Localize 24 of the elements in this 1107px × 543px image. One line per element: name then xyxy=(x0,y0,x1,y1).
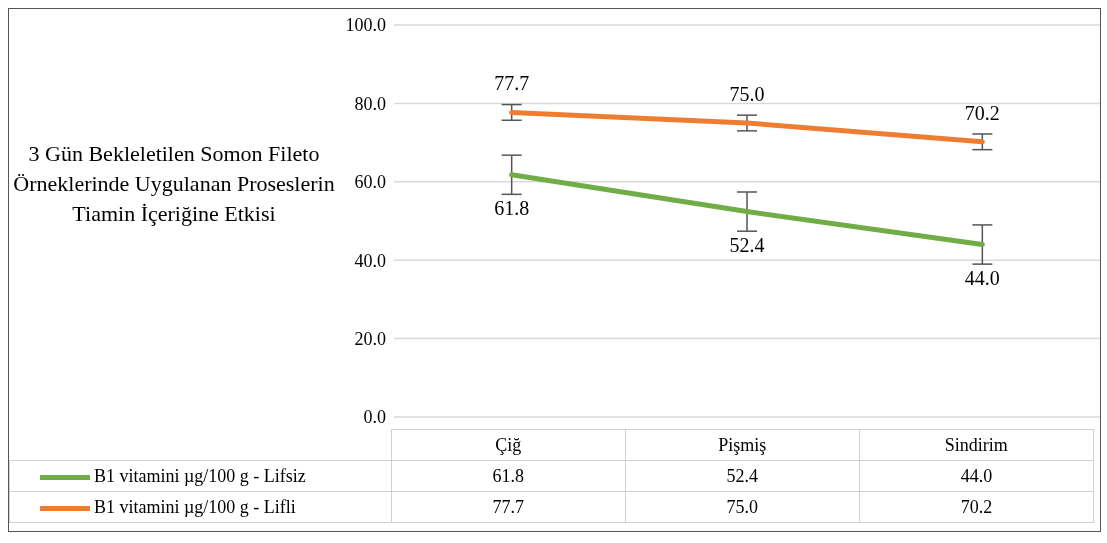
text: 75.0 xyxy=(729,83,765,105)
data-label: 75.0 xyxy=(625,491,860,523)
x-tick-label: Pişmiş xyxy=(625,429,860,461)
data-label: 52.4 xyxy=(625,460,860,492)
text: 3 Gün Bekleletilen Somon Fileto Örneklerinde Uygulanan Proseslerin Tiamin İçeriğine Etkisi xyxy=(12,140,336,228)
y-tick-label: 40.0 xyxy=(354,250,386,271)
text: 77.7 xyxy=(494,72,530,95)
text: 44.0 xyxy=(964,266,1000,289)
x-tick-label: Sindirim xyxy=(859,429,1094,461)
y-tick-label: 100.0 xyxy=(345,15,386,36)
text: 70.2 xyxy=(964,101,1000,124)
y-tick-label: 80.0 xyxy=(354,93,386,114)
x-tick-label: Çiğ xyxy=(391,429,626,461)
text: 61.8 xyxy=(494,196,530,219)
text: 52.4 xyxy=(729,233,765,256)
y-tick-label: 0.0 xyxy=(363,407,386,428)
legend-label: B1 vitamini µg/100 g - Lifli xyxy=(9,491,392,523)
data-label: 77.7 xyxy=(391,491,626,523)
y-tick-label: 60.0 xyxy=(354,172,386,193)
data-label: 61.8 xyxy=(391,460,626,492)
legend-label: B1 vitamini µg/100 g - Lifsiz xyxy=(9,460,392,492)
data-label: 70.2 xyxy=(859,491,1094,523)
y-tick-label: 20.0 xyxy=(354,328,386,349)
data-label: 44.0 xyxy=(859,460,1094,492)
